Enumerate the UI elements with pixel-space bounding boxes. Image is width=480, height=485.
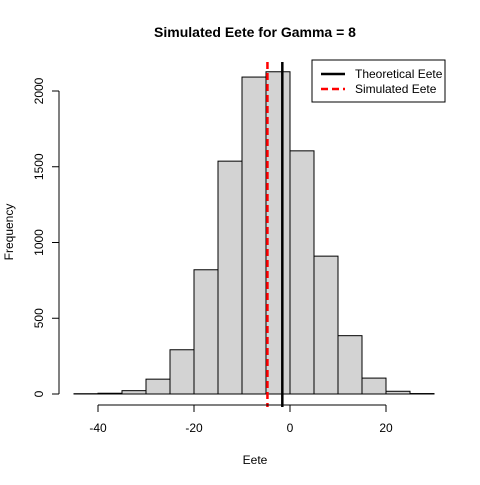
legend-entry-label: Theoretical Eete xyxy=(355,67,443,81)
x-tick-label: 20 xyxy=(379,421,393,435)
x-tick-label: 0 xyxy=(287,421,294,435)
histogram-bar xyxy=(218,161,242,394)
y-tick-label: 2000 xyxy=(32,77,46,104)
histogram-bar xyxy=(146,379,170,394)
legend-entry-label: Simulated Eete xyxy=(355,82,437,96)
histogram-bar xyxy=(338,336,362,394)
y-tick-label: 1000 xyxy=(32,229,46,256)
y-tick-label: 1500 xyxy=(32,153,46,180)
x-tick-label: -20 xyxy=(185,421,203,435)
x-axis: -40 -20 0 20 xyxy=(89,405,393,435)
bars-group xyxy=(74,72,434,394)
chart-title: Simulated Eete for Gamma = 8 xyxy=(154,24,356,40)
histogram-bar xyxy=(194,270,218,394)
histogram-bar xyxy=(290,151,314,394)
y-axis: 0 500 1000 1500 2000 xyxy=(32,77,59,397)
y-axis-label: Frequency xyxy=(2,204,16,261)
histogram-bar xyxy=(122,391,146,394)
x-axis-label: Eete xyxy=(243,453,268,467)
histogram-bar xyxy=(386,391,410,394)
y-tick-label: 0 xyxy=(32,390,46,397)
histogram-bar xyxy=(314,256,338,394)
x-tick-label: -40 xyxy=(89,421,107,435)
histogram-bar xyxy=(266,72,290,394)
histogram-bar xyxy=(362,378,386,394)
y-tick-label: 500 xyxy=(32,308,46,328)
histogram-bar xyxy=(170,350,194,394)
histogram-bar xyxy=(242,77,266,394)
histogram-bar xyxy=(98,393,122,394)
